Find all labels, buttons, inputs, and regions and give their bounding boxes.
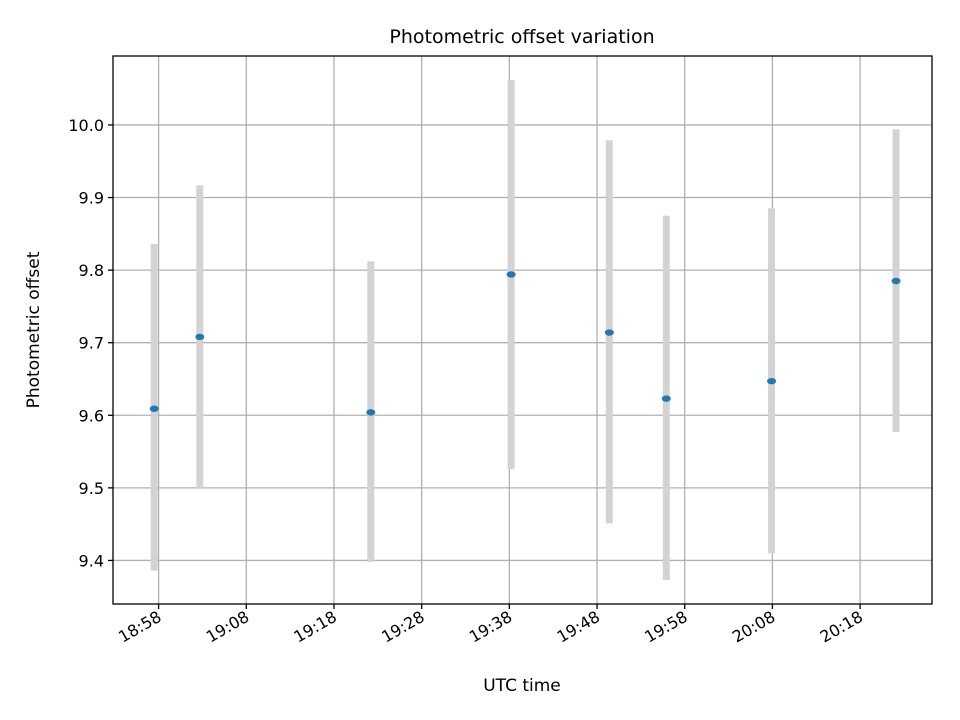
y-axis-ticks: 9.4 9.5 9.6 9.7 9.8 9.9 10.0 [68,116,113,570]
x-tick-label: 19:18 [291,607,340,647]
data-point [891,277,901,285]
data-point [661,395,671,402]
data-point [604,329,614,336]
x-tick-label: 19:28 [378,607,427,647]
y-tick-label: 9.4 [79,551,104,570]
data-point [149,405,159,412]
y-tick-label: 9.9 [79,189,104,208]
x-tick-label: 19:38 [466,607,515,647]
data-point [366,409,376,416]
y-tick-label: 9.7 [79,334,104,353]
error-bars [150,79,900,581]
x-tick-label: 18:58 [115,607,164,647]
data-point [506,271,516,278]
data-point [767,377,777,385]
x-tick-label: 20:08 [729,607,778,647]
y-axis-label: Photometric offset [24,251,44,408]
x-axis-ticks: 18:58 19:08 19:18 19:28 19:38 19:48 19:58 20:08… [115,604,866,647]
x-tick-label: 19:58 [641,607,690,647]
y-tick-label: 9.6 [79,406,104,425]
plot-area-frame [112,55,933,605]
y-tick-label: 9.5 [79,479,104,498]
chart-title: Photometric offset variation [389,26,654,48]
x-tick-label: 19:08 [203,607,252,647]
data-point [195,333,205,341]
x-tick-label: 20:18 [817,607,866,647]
y-tick-label: 9.8 [79,261,104,280]
x-tick-label: 19:48 [554,607,603,647]
data-points [149,271,901,416]
x-axis-label: UTC time [483,676,561,696]
grid [113,56,932,604]
y-tick-label: 10.0 [68,116,104,135]
